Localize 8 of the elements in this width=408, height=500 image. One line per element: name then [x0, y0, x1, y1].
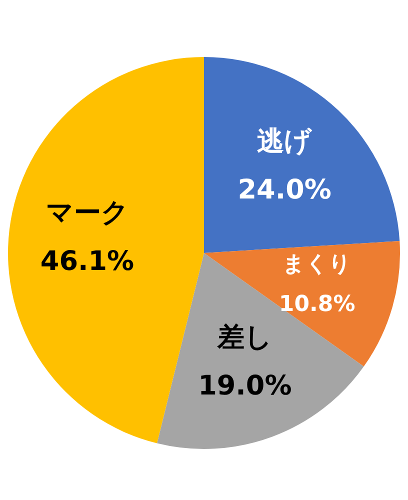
- slice-label: 逃げ: [257, 126, 314, 158]
- data-label: 24.0%: [238, 174, 332, 206]
- slice-label: マーク: [46, 198, 129, 229]
- data-label: 10.8%: [278, 292, 356, 317]
- data-label: 46.1%: [40, 246, 134, 278]
- data-label: 19.0%: [198, 370, 292, 402]
- slice-label: 差し: [216, 322, 272, 353]
- slice-label: まくり: [282, 252, 352, 278]
